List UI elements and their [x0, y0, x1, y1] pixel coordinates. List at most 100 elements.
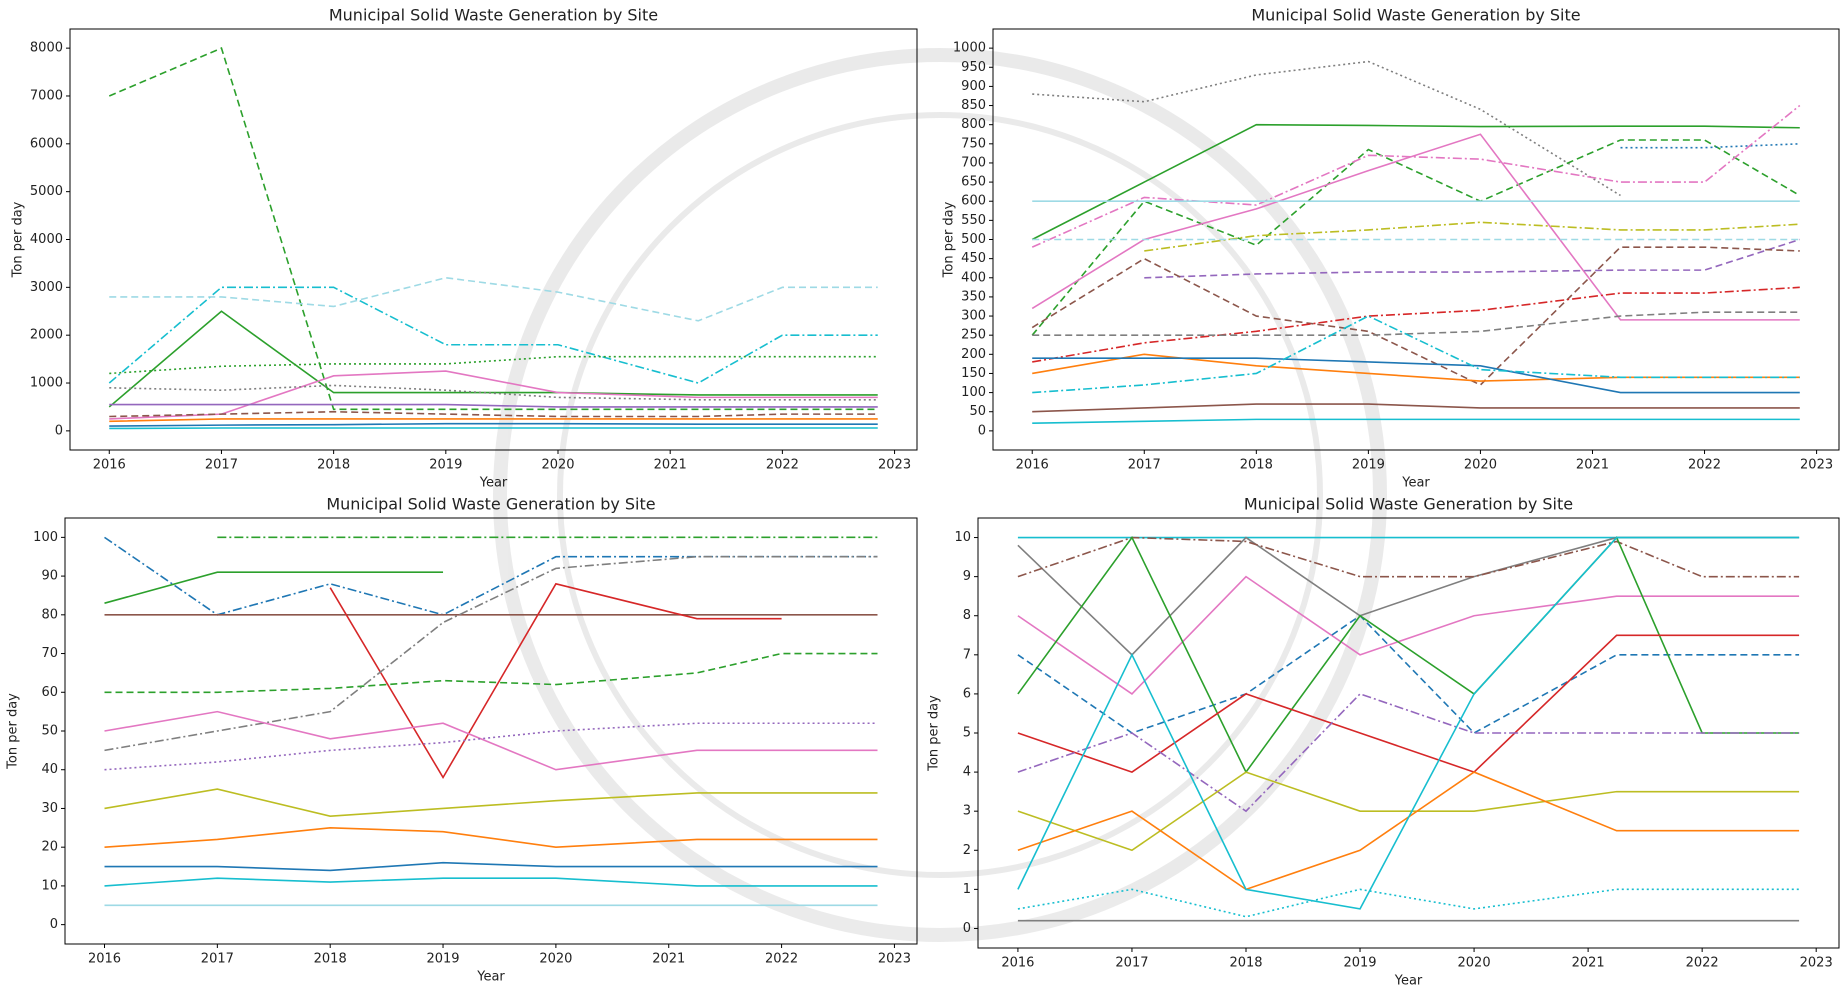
series-line — [1018, 538, 1799, 773]
x-axis-label: Year — [476, 970, 505, 985]
page: {"chart_data": [ {"type": "line", "title… — [0, 0, 1843, 990]
chart-title: Municipal Solid Waste Generation by Site — [329, 6, 658, 25]
y-tick-label: 3 — [963, 804, 971, 819]
x-tick-label: 2022 — [1688, 458, 1721, 473]
x-tick-label: 2021 — [1576, 458, 1609, 473]
y-tick-label: 40 — [41, 762, 58, 777]
y-tick-label: 100 — [961, 385, 986, 400]
y-tick-label: 1 — [963, 882, 971, 897]
y-tick-label: 800 — [961, 117, 986, 132]
x-tick-label: 2022 — [766, 458, 799, 473]
y-tick-label: 200 — [961, 347, 986, 362]
x-tick-label: 2018 — [314, 952, 347, 967]
x-tick-label: 2021 — [652, 952, 685, 967]
y-tick-label: 150 — [961, 366, 986, 381]
y-tick-label: 20 — [41, 840, 58, 855]
y-tick-label: 0 — [963, 921, 971, 936]
y-tick-label: 7000 — [30, 88, 63, 103]
series-line — [1032, 358, 1800, 392]
y-tick-label: 550 — [961, 213, 986, 228]
chart-title: Municipal Solid Waste Generation by Site — [1244, 495, 1573, 514]
series-line — [109, 405, 877, 407]
y-tick-label: 500 — [961, 232, 986, 247]
y-tick-label: 30 — [41, 801, 58, 816]
y-tick-label: 0 — [978, 423, 986, 438]
y-tick-label: 10 — [954, 530, 971, 545]
y-tick-label: 400 — [961, 270, 986, 285]
y-tick-label: 300 — [961, 309, 986, 324]
chart: 0100020003000400050006000700080002016201… — [0, 0, 1843, 990]
series-line — [105, 863, 878, 871]
x-tick-label: 2020 — [1464, 458, 1497, 473]
series-line — [105, 878, 878, 886]
y-tick-label: 6000 — [30, 136, 63, 151]
x-tick-label: 2020 — [539, 952, 572, 967]
x-tick-label: 2019 — [1352, 458, 1385, 473]
y-tick-label: 50 — [969, 404, 986, 419]
y-axis-label: Ton per day — [6, 693, 21, 770]
y-tick-label: 100 — [33, 530, 58, 545]
y-tick-label: 450 — [961, 251, 986, 266]
series-line — [1018, 694, 1799, 811]
series-line — [1032, 140, 1800, 335]
series-line — [105, 723, 878, 769]
x-tick-label: 2016 — [88, 952, 121, 967]
plot-frame — [70, 29, 917, 450]
series-line — [105, 789, 878, 816]
series-line — [1032, 62, 1620, 196]
chart-title: Municipal Solid Waste Generation by Site — [1251, 6, 1580, 25]
y-tick-label: 0 — [50, 917, 58, 932]
y-tick-label: 2000 — [30, 328, 63, 343]
x-tick-label: 2020 — [541, 458, 574, 473]
x-axis-label: Year — [1401, 476, 1430, 491]
y-axis-label: Ton per day — [11, 201, 26, 278]
y-tick-label: 8 — [963, 608, 971, 623]
series-line — [105, 654, 878, 693]
x-axis-label: Year — [479, 476, 508, 491]
x-tick-label: 2023 — [1800, 956, 1833, 971]
series-line — [109, 419, 877, 421]
y-tick-label: 700 — [961, 155, 986, 170]
y-tick-label: 2 — [963, 843, 971, 858]
x-tick-label: 2017 — [1115, 956, 1148, 971]
y-tick-label: 60 — [41, 685, 58, 700]
x-tick-label: 2017 — [205, 458, 238, 473]
x-tick-label: 2022 — [765, 952, 798, 967]
y-tick-label: 950 — [961, 60, 986, 75]
series-line — [1018, 616, 1799, 733]
series-line — [109, 48, 877, 409]
series-line — [1032, 312, 1800, 335]
x-tick-label: 2019 — [1343, 956, 1376, 971]
x-tick-label: 2016 — [1001, 956, 1034, 971]
y-tick-label: 650 — [961, 175, 986, 190]
series-line — [109, 357, 877, 374]
series-line — [105, 537, 878, 614]
y-tick-label: 1000 — [30, 376, 63, 391]
series-line — [109, 287, 877, 383]
series-line — [1032, 404, 1800, 412]
y-tick-label: 0 — [55, 423, 63, 438]
x-tick-label: 2023 — [878, 458, 911, 473]
x-tick-label: 2019 — [429, 458, 462, 473]
y-tick-label: 600 — [961, 194, 986, 209]
y-tick-label: 90 — [41, 569, 58, 584]
series-line — [109, 424, 877, 426]
x-tick-label: 2016 — [1016, 458, 1049, 473]
y-tick-label: 80 — [41, 607, 58, 622]
x-tick-label: 2020 — [1458, 956, 1491, 971]
series-line — [1621, 144, 1800, 148]
series-line — [109, 311, 877, 407]
y-tick-label: 9 — [963, 569, 971, 584]
series-line — [1018, 538, 1799, 909]
y-tick-label: 850 — [961, 98, 986, 113]
series-line — [1144, 240, 1800, 278]
y-tick-label: 3000 — [30, 280, 63, 295]
x-tick-label: 2023 — [1800, 458, 1833, 473]
y-tick-label: 4000 — [30, 232, 63, 247]
y-tick-label: 8000 — [30, 41, 63, 56]
chart-title: Municipal Solid Waste Generation by Site — [326, 495, 655, 514]
x-tick-label: 2016 — [93, 458, 126, 473]
y-tick-label: 5 — [963, 726, 971, 741]
y-tick-label: 6 — [963, 686, 971, 701]
x-tick-label: 2021 — [654, 458, 687, 473]
